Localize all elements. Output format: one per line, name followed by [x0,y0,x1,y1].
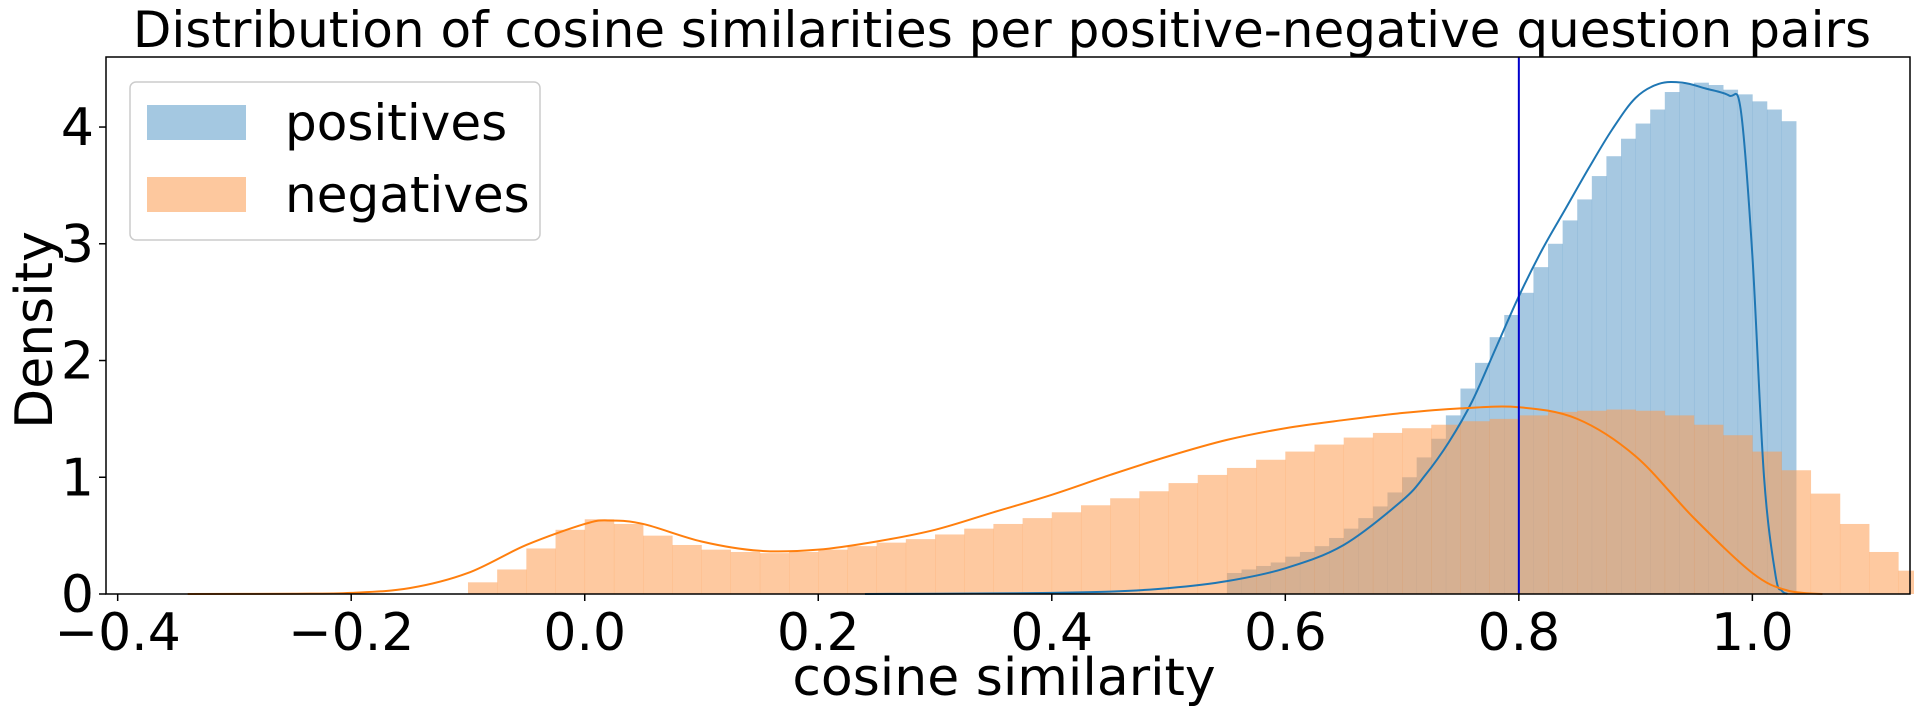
negatives-bar [1518,415,1549,594]
y-tick-label: 1 [61,448,94,508]
negatives-bar [467,582,498,594]
negatives-bar [1431,424,1461,594]
negatives-bar [1606,409,1636,594]
y-axis-ticks: 0 1 2 3 4 [61,98,106,625]
negatives-bar [1110,498,1140,594]
negatives-bar [1402,428,1432,594]
x-tick-label: 0.8 [1477,603,1560,663]
legend-label-negatives: negatives [285,166,530,224]
negatives-bar [555,529,586,594]
negatives-bar [818,549,848,594]
x-axis-label: cosine similarity [792,648,1215,708]
x-tick-label: 0.6 [1244,603,1327,663]
negatives-bar [1548,411,1578,594]
negatives-bar [1080,505,1111,594]
negatives-bar [1693,424,1724,594]
negatives-bar [701,549,731,594]
negatives-bar [993,523,1023,594]
negatives-bar [789,551,819,594]
negatives-histogram [467,409,1914,594]
negatives-bar [1752,451,1782,594]
negatives-bar [584,519,615,594]
negatives-bar [643,535,673,594]
negatives-kde-line [187,405,1823,595]
negatives-bar [1898,570,1914,594]
negatives-bar [1723,435,1753,594]
y-tick-label: 4 [61,98,94,158]
x-tick-label: 0.2 [777,603,860,663]
negatives-bar [1810,493,1841,594]
negatives-bar [1343,437,1374,594]
chart-title: Distribution of cosine similarities per … [133,1,1871,59]
plot-area [187,57,1914,595]
negatives-bar [964,528,994,594]
negatives-bar [1489,418,1520,594]
positives-kde-line [864,81,1788,595]
negatives-bar [1139,491,1169,594]
y-tick-label: 2 [61,332,94,392]
negatives-bar [1197,474,1228,594]
x-axis-ticks: −0.4 −0.2 0.0 0.2 0.4 0.6 0.8 1.0 [55,594,1794,663]
x-tick-label: −0.4 [55,603,181,663]
negatives-bar [526,548,556,594]
negatives-bar [1314,444,1344,594]
negatives-bar [730,551,761,594]
negatives-bar [1022,518,1053,594]
y-tick-label: 3 [61,215,94,275]
plot-frame [105,56,1911,595]
negatives-bar [905,539,936,594]
negatives-bar [672,544,702,594]
negatives-bar [1577,410,1607,594]
negatives-bar [1839,523,1870,594]
negatives-bar [1781,470,1812,594]
y-tick-label: 0 [61,565,94,625]
legend: positives negatives [129,81,541,241]
negatives-bar [1869,551,1899,594]
negatives-bar [497,569,527,594]
negatives-bar [847,546,877,594]
legend-label-positives: positives [285,94,507,152]
negatives-bar [1460,421,1490,594]
x-tick-label: 1.0 [1711,603,1794,663]
negatives-bar [1664,415,1695,594]
negatives-bar [1051,512,1082,594]
negatives-bar [876,542,907,594]
x-tick-label: −0.2 [288,603,414,663]
negatives-bar [1226,467,1257,594]
negatives-bar [1168,483,1199,594]
negatives-bar [1635,410,1666,594]
x-tick-label: 0.0 [543,603,626,663]
negatives-bar [1285,451,1315,594]
negatives-bar [935,534,965,594]
legend-swatch-positives [147,105,246,140]
y-axis-label: Density [5,231,65,429]
legend-swatch-negatives [147,177,246,212]
negatives-bar [759,553,790,594]
negatives-bar [613,523,644,594]
x-tick-label: 0.4 [1010,603,1093,663]
